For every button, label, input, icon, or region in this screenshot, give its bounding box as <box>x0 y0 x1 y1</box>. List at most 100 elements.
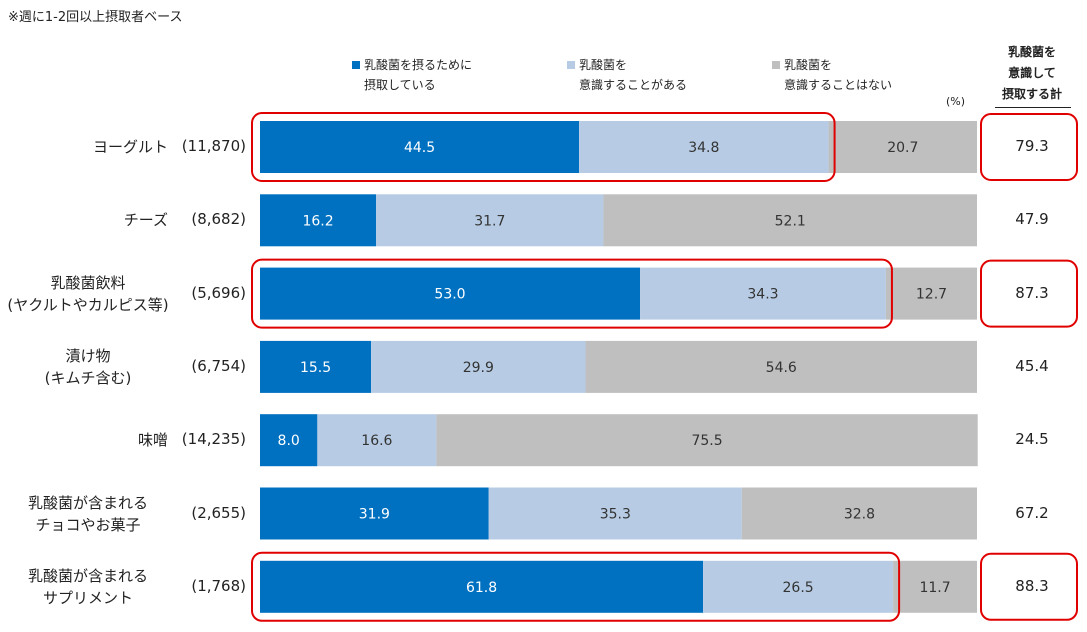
category-label-line: ヨーグルト <box>92 138 168 156</box>
total-value: 24.5 <box>1015 430 1049 449</box>
sample-size-label: (14,235) <box>181 430 246 449</box>
bar-segment <box>579 121 829 173</box>
legend-swatch <box>567 61 575 69</box>
base-note: ※週に1-2回以上摂取者ベース <box>8 10 183 25</box>
sample-size-label: (5,696) <box>191 283 246 302</box>
bar-segment <box>260 194 377 247</box>
bar-segment <box>603 194 977 247</box>
sample-size-label: (8,682) <box>191 210 246 229</box>
bar-value-label: 52.1 <box>775 213 806 229</box>
category-label: 漬け物 (キムチ含む) <box>6 345 170 389</box>
total-value: 47.9 <box>1015 210 1049 229</box>
highlight-frame <box>251 551 901 622</box>
bar-segment <box>585 340 977 393</box>
bar-value-label: 12.7 <box>916 287 947 303</box>
total-header-line-3: 摂取する計 <box>1001 87 1062 101</box>
category-label: 乳酸菌が含まれる チョコやお菓子 <box>6 492 170 536</box>
bar-value-label: 11.7 <box>919 580 950 596</box>
total-header-underline <box>995 107 1071 108</box>
bar-segment <box>640 267 886 320</box>
legend-swatch <box>772 61 780 69</box>
bar-segment <box>260 121 580 173</box>
total-highlight-frame <box>980 113 1078 181</box>
category-label-line: 乳酸菌飲料 <box>50 273 126 292</box>
bar-value-label: 8.0 <box>278 433 300 449</box>
bar-segment <box>260 560 704 613</box>
bar-value-label: 35.3 <box>600 507 631 523</box>
bar-segment <box>371 340 586 393</box>
highlight-frame <box>251 112 836 182</box>
category-label-line: (キムチ含む) <box>44 368 132 387</box>
total-value: 87.3 <box>1015 283 1049 302</box>
total-highlight-frame <box>980 259 1078 328</box>
legend-swatch <box>352 61 360 69</box>
legend-item: 乳酸菌を摂るために 摂取している <box>352 55 473 95</box>
bar-segment <box>260 487 489 540</box>
category-label-line: 乳酸菌が含まれる <box>27 493 148 512</box>
category-label: 乳酸菌飲料 (ヤクルトやカルピス等) <box>6 272 170 316</box>
category-label-line: サプリメント <box>42 588 133 607</box>
category-label-line: チョコやお菓子 <box>35 515 141 534</box>
bar-value-label: 54.6 <box>766 360 797 376</box>
bar-value-label: 32.8 <box>844 507 875 523</box>
legend-label-line-1: 乳酸菌を <box>784 58 833 72</box>
bar-value-label: 53.0 <box>434 287 465 303</box>
bar-segment <box>488 487 742 540</box>
bar-value-label: 44.5 <box>404 140 435 156</box>
total-value: 45.4 <box>1015 356 1049 375</box>
bar-value-label: 16.2 <box>302 213 333 229</box>
total-header-line-1: 乳酸菌を <box>1007 45 1056 59</box>
category-label: チーズ <box>0 209 168 231</box>
bar-value-label: 75.5 <box>691 433 722 449</box>
sample-size-label: (6,754) <box>191 356 246 375</box>
bar-segment <box>260 267 641 320</box>
total-highlight-frame <box>980 552 1078 621</box>
legend-label-line-2: 意識することはない <box>784 78 893 92</box>
total-value: 79.3 <box>1015 137 1049 155</box>
category-label-line: (ヤクルトやカルピス等) <box>7 295 169 314</box>
bar-segment <box>376 194 604 247</box>
legend-item: 乳酸菌を意識することがある <box>567 55 688 95</box>
bar-segment <box>317 414 437 467</box>
legend-item: 乳酸菌を意識することはない <box>772 55 893 95</box>
bar-value-label: 31.9 <box>359 507 390 523</box>
highlight-frame <box>251 258 893 329</box>
category-label-line: チーズ <box>123 211 168 230</box>
bar-segment <box>741 487 977 540</box>
category-label: 乳酸菌が含まれる サプリメント <box>6 565 170 609</box>
sample-size-label: (11,870) <box>181 137 246 155</box>
category-label: 味噌 <box>0 429 168 451</box>
total-value: 67.2 <box>1015 503 1049 522</box>
total-column-header: 乳酸菌を 意識して 摂取する計 <box>993 42 1071 105</box>
legend-label-line-1: 乳酸菌を <box>579 58 628 72</box>
total-header-line-2: 意識して <box>1008 66 1056 80</box>
bar-value-label: 61.8 <box>466 580 497 596</box>
legend-label-line-2: 意識することがある <box>579 78 688 92</box>
bar-segment <box>885 267 977 320</box>
bar-segment <box>828 121 977 173</box>
bar-value-label: 20.7 <box>887 140 918 156</box>
bar-segment <box>260 414 318 467</box>
legend-label-line-1: 乳酸菌を摂るために <box>364 58 473 72</box>
bar-value-label: 34.3 <box>747 287 778 303</box>
bar-value-label: 31.7 <box>474 213 505 229</box>
bar-value-label: 26.5 <box>783 580 814 596</box>
category-label-line: 味噌 <box>137 431 168 450</box>
category-label-line: 乳酸菌が含まれる <box>27 566 148 585</box>
sample-size-label: (1,768) <box>191 576 246 595</box>
category-label-line: 漬け物 <box>65 346 111 365</box>
bar-segment <box>703 560 894 613</box>
bar-segment <box>436 414 978 467</box>
sample-size-label: (2,655) <box>191 503 246 522</box>
bar-value-label: 29.9 <box>463 360 494 376</box>
total-value: 88.3 <box>1015 576 1049 595</box>
bar-value-label: 34.8 <box>688 140 719 156</box>
bar-value-label: 16.6 <box>361 433 392 449</box>
bar-value-label: 15.5 <box>300 360 331 376</box>
legend-label-line-2: 摂取している <box>364 78 436 92</box>
category-label: ヨーグルト <box>0 136 168 158</box>
bar-segment <box>893 560 977 613</box>
bar-segment <box>260 340 372 393</box>
unit-label: (%) <box>946 95 966 108</box>
